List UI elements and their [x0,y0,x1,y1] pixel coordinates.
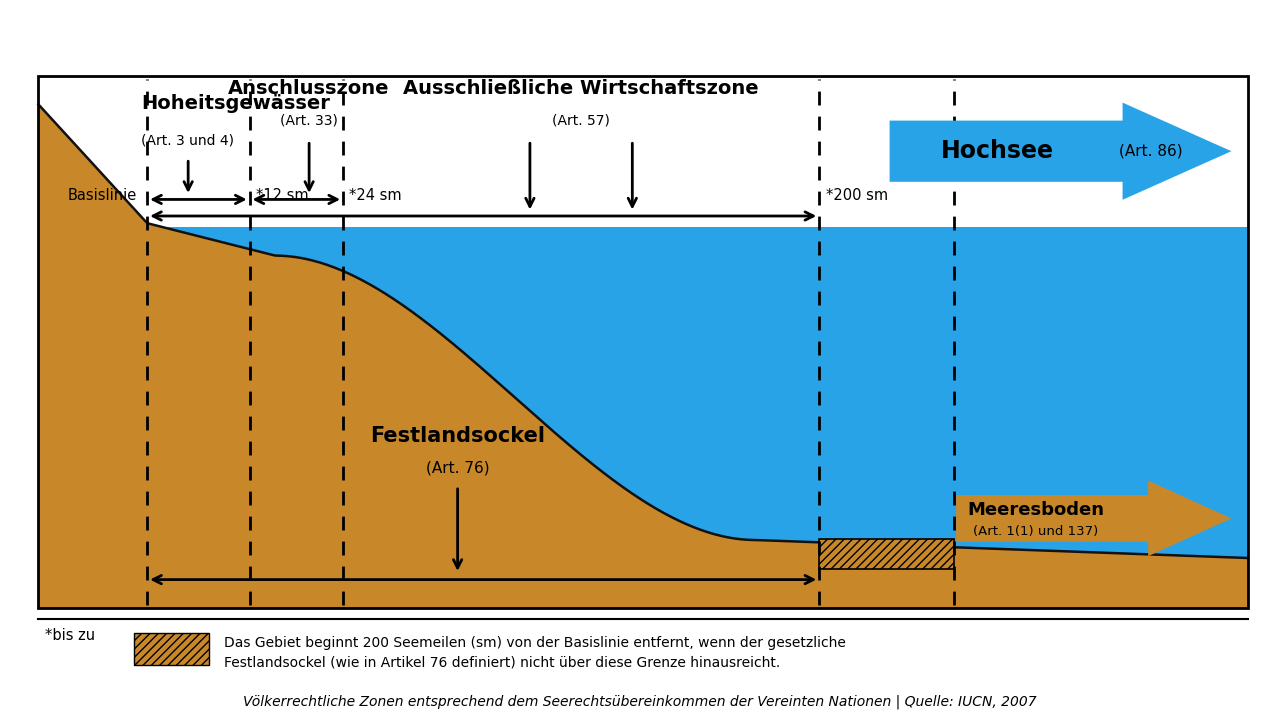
Text: Ausschließliche Wirtschaftszone: Ausschließliche Wirtschaftszone [403,79,759,98]
Text: Hochsee: Hochsee [941,139,1053,163]
Text: Basislinie: Basislinie [68,188,137,203]
Bar [819,539,954,569]
Text: (Art. 57): (Art. 57) [552,114,611,127]
Bar [134,633,209,665]
Text: Meeresboden: Meeresboden [966,501,1105,518]
Bar [38,76,1248,608]
Text: *12 sm: *12 sm [256,188,308,203]
Bar [38,227,1248,608]
Text: *24 sm: *24 sm [349,188,402,203]
Bar [38,76,1248,608]
Text: Völkerrechtliche Zonen entsprechend dem Seerechtsübereinkommen der Vereinten Nat: Völkerrechtliche Zonen entsprechend dem … [243,695,1037,709]
Text: (Art. 33): (Art. 33) [280,114,338,127]
Polygon shape [38,104,1248,608]
Text: (Art. 1(1) und 137): (Art. 1(1) und 137) [973,525,1098,538]
Text: Festlandsockel (wie in Artikel 76 definiert) nicht über diese Grenze hinausreich: Festlandsockel (wie in Artikel 76 defini… [224,655,781,669]
Text: Hoheitsgewässer: Hoheitsgewässer [141,94,330,112]
Text: (Art. 3 und 4): (Art. 3 und 4) [141,133,234,147]
Text: *200 sm: *200 sm [826,188,888,203]
Text: Festlandsockel: Festlandsockel [370,426,545,446]
FancyArrow shape [890,102,1231,199]
Text: (Art. 86): (Art. 86) [1119,144,1183,158]
Text: (Art. 76): (Art. 76) [426,461,489,475]
Text: *bis zu: *bis zu [45,628,95,643]
Text: Anschlusszone: Anschlusszone [228,79,390,98]
Text: Das Gebiet beginnt 200 Seemeilen (sm) von der Basislinie entfernt, wenn der gese: Das Gebiet beginnt 200 Seemeilen (sm) vo… [224,636,846,650]
FancyArrow shape [956,481,1231,556]
